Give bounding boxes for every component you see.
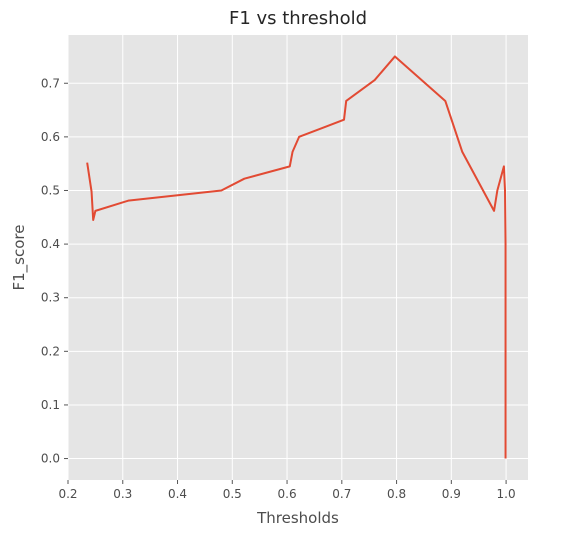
y-tick-label: 0.2 <box>41 344 60 358</box>
y-axis-label: F1_score <box>10 225 29 291</box>
x-tick-label: 1.0 <box>497 487 516 501</box>
y-tick-label: 0.7 <box>41 76 60 90</box>
y-tick-label: 0.0 <box>41 452 60 466</box>
x-tick-label: 0.9 <box>442 487 461 501</box>
x-axis-label: Thresholds <box>256 509 339 527</box>
x-axis-ticks: 0.2 0.3 0.4 0.5 0.6 0.7 0.8 0.9 1.0 <box>58 480 516 501</box>
y-tick-label: 0.3 <box>41 291 60 305</box>
chart-title: F1 vs threshold <box>229 8 367 29</box>
x-tick-label: 0.2 <box>58 487 77 501</box>
x-tick-label: 0.6 <box>278 487 297 501</box>
y-tick-label: 0.5 <box>41 183 60 197</box>
x-tick-label: 0.4 <box>168 487 187 501</box>
plot-area <box>68 35 528 480</box>
x-tick-label: 0.5 <box>223 487 242 501</box>
x-tick-label: 0.8 <box>387 487 406 501</box>
y-axis-ticks: 0.0 0.1 0.2 0.3 0.4 0.5 0.6 0.7 <box>41 76 68 466</box>
grid-lines <box>67 35 528 480</box>
x-tick-label: 0.7 <box>332 487 351 501</box>
y-tick-label: 0.6 <box>41 130 60 144</box>
y-tick-label: 0.4 <box>41 237 60 251</box>
x-tick-label: 0.3 <box>113 487 132 501</box>
series-group <box>86 55 507 459</box>
f1-score-line <box>86 55 507 459</box>
y-tick-label: 0.1 <box>41 398 60 412</box>
